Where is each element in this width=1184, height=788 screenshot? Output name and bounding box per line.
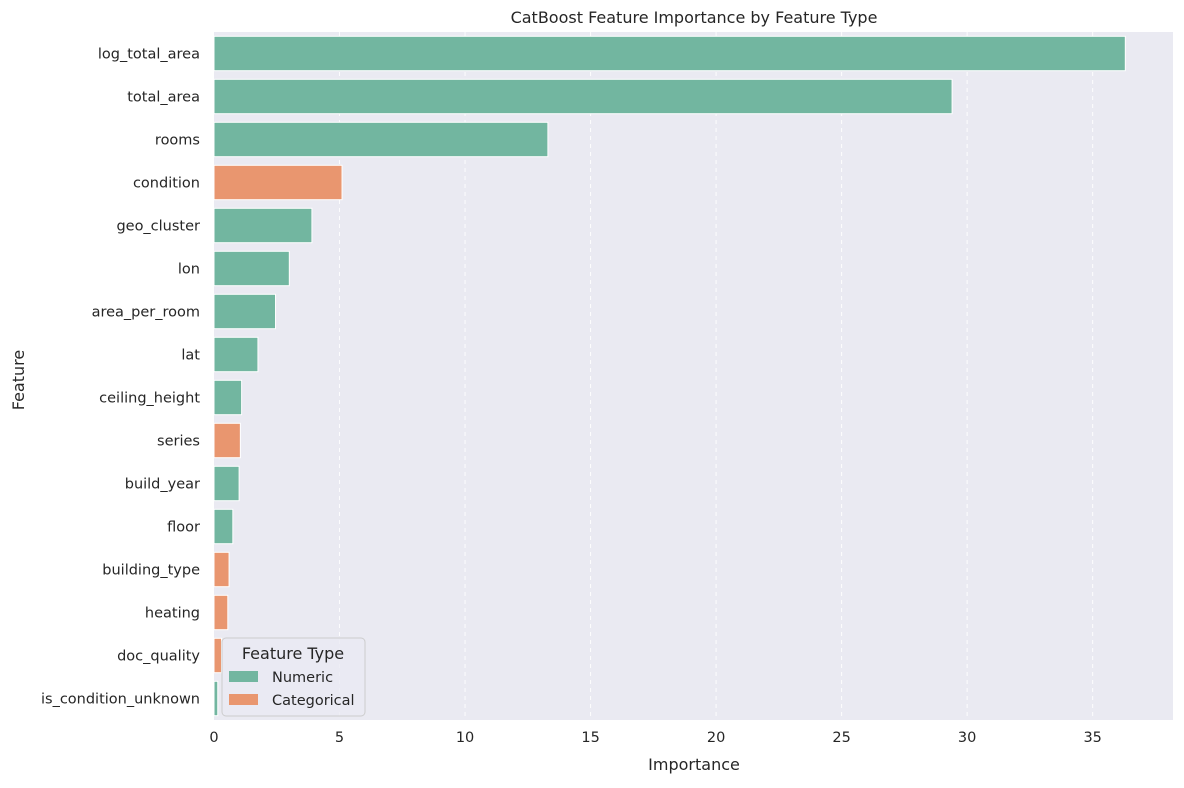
y-tick-label: doc_quality: [117, 649, 200, 665]
bar-building-type: [213, 551, 230, 588]
bar-build-year: [213, 465, 240, 502]
legend-title: Feature Type: [242, 644, 344, 663]
x-tick-label: 15: [581, 730, 599, 746]
bar-condition: [213, 164, 343, 201]
bar-lon: [213, 250, 290, 287]
x-tick-label: 10: [456, 730, 474, 746]
bar-ceiling-height: [213, 379, 243, 416]
y-tick-label: lon: [178, 262, 200, 278]
bar-area-per-room: [213, 293, 277, 330]
y-tick-label: build_year: [125, 477, 200, 493]
bar-heating: [213, 594, 229, 631]
y-tick-label: ceiling_height: [99, 391, 200, 407]
chart-title: CatBoost Feature Importance by Feature T…: [511, 8, 878, 27]
x-tick-label: 25: [832, 730, 850, 746]
x-ticks: 0 5 10 15 20 25 30 35: [209, 730, 1102, 746]
x-tick-label: 5: [335, 730, 344, 746]
x-tick-label: 20: [707, 730, 725, 746]
x-axis-title: Importance: [648, 755, 740, 774]
y-tick-label: floor: [167, 520, 200, 536]
y-axis-title: Feature: [9, 350, 28, 410]
y-tick-label: series: [157, 434, 200, 450]
y-tick-label: area_per_room: [92, 305, 200, 321]
x-tick-label: 35: [1083, 730, 1101, 746]
y-tick-label: lat: [181, 348, 200, 364]
bar-floor: [213, 508, 234, 545]
y-tick-label: heating: [145, 606, 200, 622]
legend-label-numeric: Numeric: [272, 670, 333, 686]
bar-doc-quality: [213, 637, 223, 674]
bar-rooms: [213, 121, 549, 158]
y-tick-label: geo_cluster: [116, 219, 200, 235]
y-tick-label: rooms: [155, 133, 200, 149]
x-tick-label: 0: [209, 730, 218, 746]
y-tick-label: log_total_area: [98, 47, 200, 63]
legend: Feature Type Numeric Categorical: [221, 637, 366, 717]
y-tick-label: condition: [133, 176, 200, 192]
bar-series: [213, 422, 241, 459]
bar-geo-cluster: [213, 207, 313, 244]
bar-lat: [213, 336, 259, 373]
bar-total-area: [213, 78, 953, 115]
bar-log-total-area: [213, 35, 1126, 72]
bar-is-condition-unknown: [213, 680, 219, 717]
legend-swatch-numeric: [229, 671, 258, 682]
y-tick-label: building_type: [102, 563, 200, 579]
y-tick-label: total_area: [127, 90, 200, 106]
legend-label-categorical: Categorical: [272, 693, 355, 709]
legend-swatch-categorical: [229, 694, 258, 705]
bars-layer: [213, 35, 1126, 717]
x-tick-label: 30: [958, 730, 976, 746]
y-tick-label: is_condition_unknown: [41, 692, 200, 708]
